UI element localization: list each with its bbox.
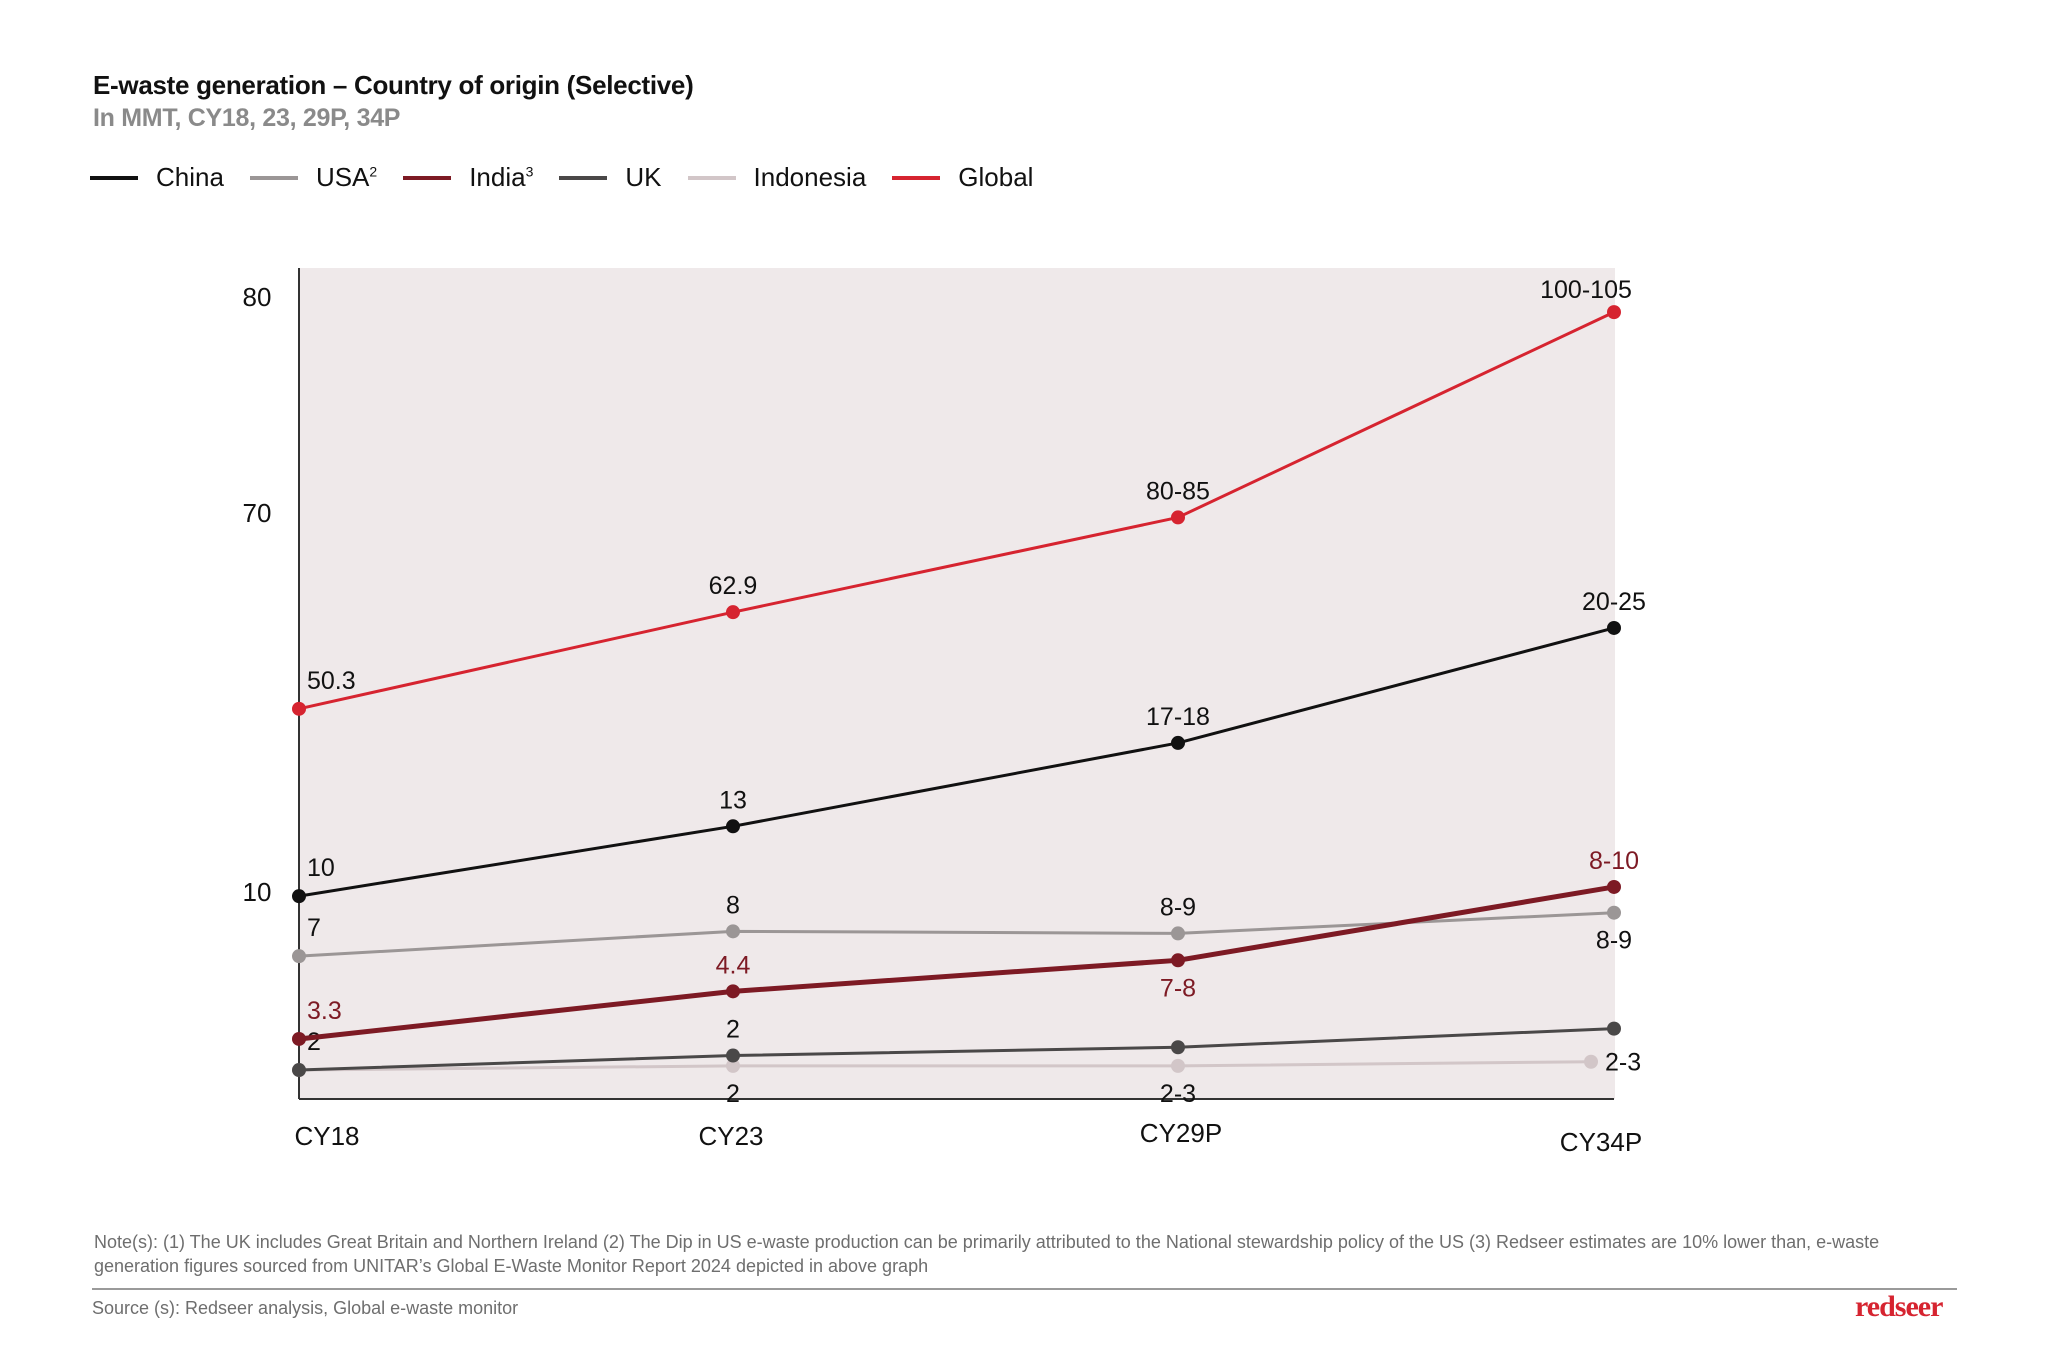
x-tick-label: CY29P [1140,1118,1222,1148]
data-label-uk: 2 [726,1016,740,1044]
data-label-china: 10 [307,854,335,882]
data-point-india [292,1031,306,1046]
data-point-global [1171,510,1185,525]
y-tick-label: 80 [243,282,272,312]
legend-label: USA2 [315,162,378,192]
series-line-china [298,626,1615,898]
data-label-global: 80-85 [1146,477,1210,505]
data-point-indonesia [1584,1054,1598,1069]
data-label-global: 100-105 [1540,276,1632,304]
data-point-uk [1607,1021,1621,1036]
y-tick-label: 10 [243,877,272,907]
legend-swatch [249,175,298,180]
data-label-indonesia: 2 [726,1080,740,1108]
data-point-indonesia [726,1058,740,1073]
series-line-global [298,310,1615,711]
data-point-china [292,889,306,904]
data-label-usa: 8-9 [1160,893,1196,921]
data-point-usa [726,924,740,939]
legend-label: China [156,162,224,192]
data-label-global: 62.9 [709,572,758,600]
legend-item-india: India3 [403,162,533,193]
series-line-india [298,884,1615,1042]
data-point-uk [726,1048,740,1063]
data-point-global [726,605,740,620]
data-point-usa [1171,926,1185,941]
x-tick-label: CY18 [294,1121,359,1151]
legend-swatch [687,175,736,180]
chart-title: E-waste generation – Country of origin (… [93,70,694,100]
footnote: Note(s): (1) The UK includes Great Brita… [94,1232,1880,1276]
redseer-logo: redseer [1855,1290,1943,1323]
data-label-uk: 2 [307,1028,321,1056]
data-point-usa [1607,905,1621,920]
data-label-indonesia: 2-3 [1605,1049,1641,1077]
data-point-china [726,819,740,834]
legend-swatch [892,175,941,180]
data-label-usa: 8-9 [1596,927,1632,955]
legend-swatch [403,175,452,180]
data-point-global [292,701,306,716]
x-tick-label: CY23 [698,1121,763,1151]
chart-subtitle: In MMT, CY18, 23, 29P, 34P [93,104,401,132]
data-label-india: 7-8 [1160,974,1196,1002]
data-label-china: 20-25 [1582,588,1646,616]
data-point-india [726,984,740,999]
data-point-global [1607,305,1621,320]
data-label-india: 3.3 [307,997,342,1025]
legend-item-indonesia: Indonesia [687,162,867,193]
data-point-indonesia [1171,1058,1185,1073]
legend-label: UK [625,162,662,192]
data-point-china [1607,620,1621,635]
plot-area [299,268,1615,1099]
data-label-indonesia: 2-3 [1160,1080,1196,1108]
series-line-indonesia [298,1060,1592,1072]
data-label-usa: 8 [726,891,740,919]
series-line-uk [298,1027,1615,1072]
data-point-usa [292,949,306,964]
x-tick-label: CY34P [1560,1127,1642,1157]
data-point-uk [1171,1040,1185,1055]
y-tick-label: 70 [243,498,272,528]
data-label-global: 50.3 [307,667,356,695]
data-point-india [1607,879,1621,894]
legend-label: India3 [469,162,534,192]
data-label-china: 13 [719,786,747,814]
data-point-uk [292,1063,306,1078]
data-label-india: 4.4 [716,951,751,979]
data-point-china [1171,735,1185,750]
data-label-usa: 7 [307,914,321,942]
legend-label: Indonesia [753,162,867,192]
data-label-india: 8-10 [1589,847,1639,875]
legend-label: Global [958,162,1034,192]
legend-item-usa: USA2 [249,162,378,193]
legend-swatch [559,175,608,180]
legend-item-global: Global [892,162,1033,193]
legend: China USA2 India3 UK Indonesia Global [90,162,1059,193]
data-label-china: 17-18 [1146,703,1210,731]
footer-divider [92,1288,1957,1290]
legend-item-uk: UK [559,162,662,193]
source-text: Source (s): Redseer analysis, Global e-w… [92,1298,519,1318]
legend-item-china: China [90,162,224,193]
data-point-india [1171,953,1185,968]
legend-swatch [90,175,138,180]
